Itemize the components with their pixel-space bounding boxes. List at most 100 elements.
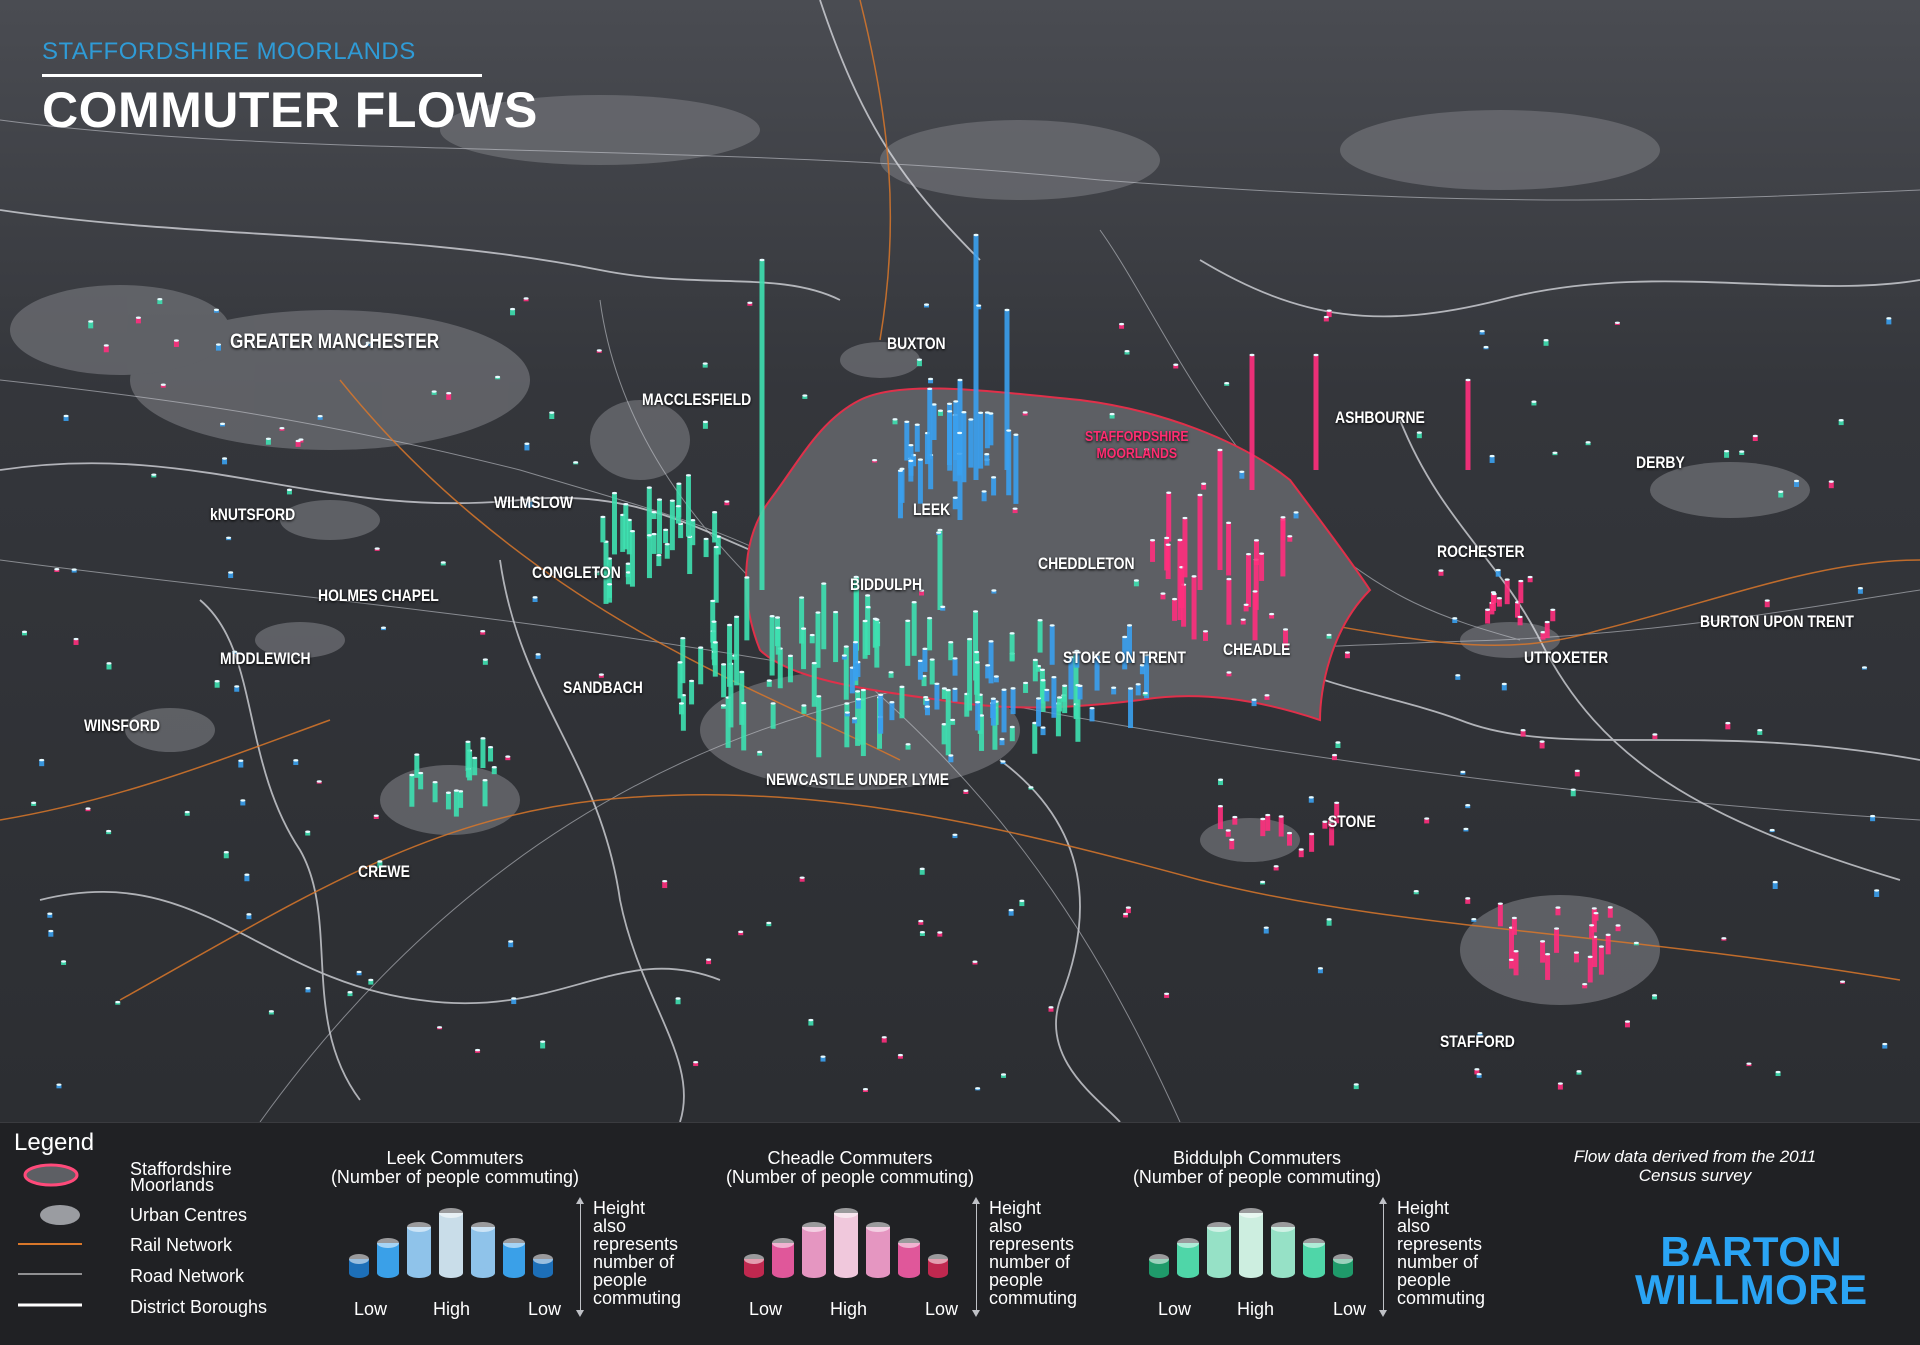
- commuter-bar: [418, 771, 424, 790]
- commuter-dot: [940, 605, 946, 611]
- commuter-dot: [1048, 1006, 1054, 1012]
- commuter-dot: [1133, 579, 1139, 587]
- commuter-bar: [929, 658, 935, 685]
- commuter-bar-tall: [937, 528, 943, 610]
- scale-cylinder: [439, 1208, 463, 1278]
- commuter-bar: [1322, 820, 1328, 829]
- commuter-dot: [1455, 674, 1461, 680]
- commuter-bar: [1540, 631, 1546, 640]
- commuter-bar: [952, 657, 958, 676]
- commuter-bar: [711, 620, 717, 660]
- commuter-dot: [706, 958, 712, 965]
- biddulph-note-6: commuting: [1397, 1288, 1486, 1308]
- commuter-bar: [816, 695, 822, 758]
- biddulph-scale-name: Biddulph Commuters: [1172, 1148, 1342, 1168]
- commuter-bar: [1544, 620, 1550, 639]
- commuter-bar: [809, 633, 815, 644]
- commuter-bar: [1615, 924, 1621, 932]
- commuter-dot: [872, 458, 878, 463]
- commuter-bar: [1057, 696, 1063, 712]
- commuter-dot: [841, 654, 847, 660]
- commuter-dot: [1335, 741, 1341, 748]
- commuter-dot: [1828, 480, 1834, 489]
- commuter-dot: [1264, 694, 1270, 700]
- commuter-dot: [1757, 728, 1763, 735]
- commuter-dot: [316, 780, 322, 784]
- commuter-dot: [1201, 482, 1207, 490]
- commuter-dot: [184, 810, 190, 816]
- commuter-bar: [1278, 815, 1284, 837]
- commuter-dot: [1652, 994, 1658, 1000]
- commuter-dot: [1882, 1042, 1888, 1049]
- commuter-bar-tall: [1313, 353, 1319, 470]
- commuter-dot: [919, 930, 925, 936]
- commuter-dot: [103, 344, 109, 353]
- scale-cylinder: [1333, 1254, 1353, 1278]
- biddulph-note-5: people: [1397, 1270, 1452, 1290]
- commuter-bar: [678, 522, 684, 539]
- commuter-dot: [1000, 760, 1006, 765]
- commuter-dot: [1479, 329, 1485, 335]
- commuter-dot: [702, 420, 708, 429]
- commuter-dot: [594, 570, 600, 576]
- commuter-bar: [914, 423, 920, 452]
- commuter-dot: [919, 867, 925, 875]
- commuter-bar: [1517, 615, 1523, 626]
- commuter-dot: [88, 320, 94, 329]
- commuter-dot: [238, 759, 244, 768]
- commuter-bar: [651, 510, 657, 520]
- commuter-dot: [1260, 880, 1266, 885]
- legend-item-district-boroughs: District Boroughs: [130, 1297, 268, 1317]
- commuter-bar: [721, 663, 727, 698]
- commuter-bar: [922, 647, 928, 672]
- commuter-dot: [1794, 479, 1800, 487]
- title-rule: [42, 74, 482, 77]
- commuter-dot: [1012, 507, 1018, 514]
- commuter-bar: [957, 431, 963, 476]
- commuter-bar: [1508, 958, 1514, 969]
- commuter-bar: [941, 687, 947, 699]
- legend-item-urban-centres: Urban Centres: [130, 1205, 248, 1225]
- commuter-bar: [1139, 664, 1145, 675]
- commuter-bar: [770, 702, 776, 729]
- commuter-bar-tall: [973, 233, 979, 480]
- commuter-dot: [596, 349, 602, 353]
- scale-cylinder: [1271, 1222, 1295, 1278]
- label-stafford: STAFFORD: [1440, 1032, 1515, 1051]
- commuter-dot: [527, 499, 533, 508]
- commuter-dot: [675, 997, 681, 1005]
- commuter-dot: [232, 650, 238, 654]
- commuter-dot: [157, 297, 163, 305]
- commuter-bar: [862, 619, 868, 659]
- source-line2: Census survey: [1638, 1166, 1752, 1185]
- commuter-bar: [1036, 697, 1042, 727]
- district-boroughs-swatch: [18, 1303, 82, 1307]
- commuter-dot: [802, 394, 808, 399]
- commuter-dot: [215, 343, 221, 351]
- commuter-dot: [39, 758, 45, 767]
- commuter-bar: [988, 412, 994, 446]
- commuter-bar: [1172, 597, 1178, 621]
- scale-cylinder: [928, 1254, 948, 1278]
- commuter-dot: [21, 630, 27, 636]
- commuter-bar: [927, 616, 933, 651]
- commuter-dot: [1465, 897, 1471, 904]
- commuter-dot: [1326, 633, 1332, 639]
- commuter-bar: [611, 491, 617, 555]
- commuter-bar: [1593, 911, 1599, 921]
- commuter-dot: [482, 658, 488, 665]
- commuter-dot: [1501, 682, 1507, 691]
- leek-note-4: number of: [593, 1252, 675, 1272]
- commuter-bar: [899, 685, 905, 719]
- commuter-dot: [916, 358, 922, 367]
- commuter-dot: [1652, 733, 1658, 740]
- scale-cylinder: [377, 1238, 399, 1278]
- commuter-bar: [607, 583, 613, 603]
- commuter-bar: [1298, 848, 1304, 858]
- commuter-dot: [85, 807, 91, 812]
- commuter-dot: [368, 978, 374, 985]
- commuter-bar: [1010, 687, 1016, 715]
- commuter-bar: [1573, 951, 1579, 963]
- commuter-dot: [1483, 345, 1489, 350]
- commuter-bar: [787, 654, 793, 683]
